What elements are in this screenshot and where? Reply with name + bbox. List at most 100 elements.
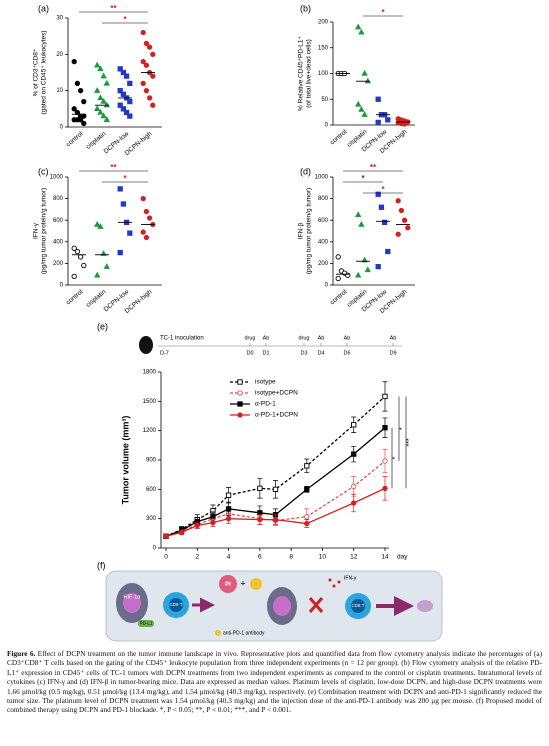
y-tick-label: 400 [53, 239, 64, 245]
marker [272, 516, 279, 523]
marker [382, 393, 388, 400]
marker [127, 80, 133, 87]
marker [97, 65, 104, 72]
marker [364, 266, 371, 273]
marker [257, 510, 263, 516]
tcell-label: CD8 T [352, 603, 365, 608]
marker [237, 379, 243, 385]
y-axis-label: (of total live+dead cells) [306, 39, 313, 107]
timeline-event: Ab [318, 335, 325, 341]
marker [225, 506, 232, 512]
marker [178, 529, 185, 536]
timeline-day: D1 [262, 350, 269, 356]
marker [272, 486, 279, 492]
significance-label: ** [110, 4, 117, 13]
marker [381, 219, 388, 226]
marker [100, 97, 107, 104]
significance-label: ** [110, 163, 117, 172]
y-tick-label: 400 [318, 239, 329, 245]
marker [123, 109, 130, 116]
legend-label: α-PD-1 [255, 401, 276, 408]
marker [117, 88, 123, 94]
marker [405, 225, 411, 231]
marker [127, 230, 133, 236]
drug-label: Pt [225, 582, 231, 588]
marker [143, 234, 150, 241]
marker [97, 94, 104, 101]
x-axis-label: day [397, 554, 408, 561]
x-tick-label: 2 [195, 554, 199, 561]
marker [355, 211, 362, 218]
significance-label: *** [406, 438, 413, 446]
marker [382, 485, 388, 492]
x-tick-label: 6 [258, 554, 262, 561]
marker [94, 87, 101, 93]
marker [74, 248, 81, 255]
marker [77, 88, 84, 94]
marker [355, 100, 362, 107]
marker [378, 204, 385, 210]
series-line [165, 460, 386, 537]
marker [74, 80, 81, 87]
marker [257, 516, 263, 523]
marker [382, 458, 388, 464]
y-tick-label: 1200 [143, 428, 157, 434]
marker [358, 105, 365, 112]
cytokine-dot [332, 584, 336, 588]
caption-label: Figure 6. [7, 649, 36, 658]
y-axis-label: (gated on CD45⁺ leukocytes) [41, 30, 48, 114]
marker [120, 91, 127, 97]
timeline-day: D4 [317, 350, 324, 356]
marker [237, 390, 243, 396]
mouse-icon [139, 336, 153, 354]
tcell-label: CD8 T [170, 602, 183, 607]
marker [103, 79, 110, 86]
y-tick-label: 20 [56, 52, 63, 58]
marker [382, 425, 388, 431]
x-tick-label: 14 [381, 554, 389, 561]
marker [401, 121, 408, 127]
y-tick-label: 600 [146, 487, 157, 493]
marker [71, 106, 77, 112]
y-tick-label: 0 [325, 123, 329, 129]
series-line [165, 487, 386, 537]
timeline-event: Ab [263, 335, 270, 341]
marker [150, 73, 156, 79]
marker [81, 262, 87, 269]
marker [395, 198, 401, 204]
panel-label: (e) [97, 321, 108, 331]
marker [140, 58, 146, 65]
panel-label: (d) [300, 166, 311, 176]
marker [146, 44, 153, 50]
marker [143, 40, 150, 47]
y-tick-label: 150 [318, 45, 329, 51]
significance-label: * [399, 427, 406, 430]
timeline-event: Ab [390, 335, 397, 341]
x-tick-label: 10 [319, 554, 327, 561]
figure: HIF-1α PD-L1 CD8 T Pt + anti-PD-1 antibo… [33, 3, 443, 642]
marker [351, 422, 357, 428]
marker [304, 463, 310, 469]
y-tick-label: 10 [56, 88, 63, 94]
panel-label: (a) [38, 3, 49, 13]
marker [375, 191, 381, 197]
y-axis-label: Tumor volume (mm³) [120, 416, 130, 505]
y-tick-label: 200 [318, 20, 329, 26]
marker [335, 275, 341, 282]
x-tick-label: control [65, 288, 85, 306]
marker [375, 119, 381, 126]
marker [150, 102, 156, 108]
y-tick-label: 0 [60, 125, 64, 131]
x-tick-label: 4 [227, 554, 231, 561]
nucleus [123, 593, 141, 613]
marker [304, 514, 310, 520]
y-tick-label: 200 [318, 261, 329, 267]
timeline-day: D0 [246, 350, 253, 356]
series-line [165, 395, 386, 537]
marker [237, 401, 243, 407]
significance-label: * [381, 185, 385, 194]
marker [94, 105, 101, 112]
timeline-day: D3 [300, 350, 307, 356]
marker [81, 120, 87, 127]
